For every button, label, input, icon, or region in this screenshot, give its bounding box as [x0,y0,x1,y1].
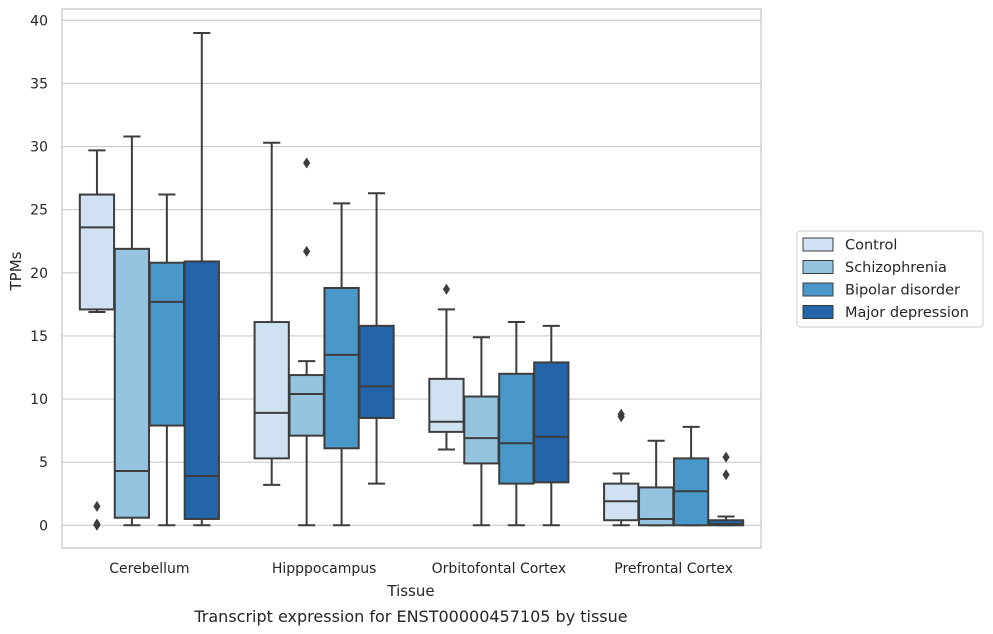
legend-swatch [802,237,834,252]
box-group [148,193,185,527]
box-group [183,31,220,527]
x-tick-labels: Cerebellum Hipppocampus Orbitofontal Corte… [109,561,733,577]
outlier-point [722,469,730,481]
x-tick-label: Orbitofontal Cortex [432,561,567,577]
box-group [358,192,395,485]
outlier-point [442,283,451,295]
legend-label: Schizophrenia [845,260,947,276]
x-tick-label: Hipppocampus [272,561,377,577]
box [323,286,360,450]
legend: Control Schizophrenia Bipolar disorder Majo… [796,230,984,328]
outlier-point [617,408,625,420]
box [428,377,465,433]
legend-label: Bipolar disorder [845,283,960,299]
box [113,247,151,519]
x-axis-title: Tissue [386,582,434,600]
y-tick-label: 35 [30,76,48,92]
y-axis-title: TPMs [7,251,25,291]
box-group [672,425,710,527]
y-tick-label: 10 [30,392,48,408]
box-group [533,324,570,527]
legend-swatch [802,305,834,319]
box-group [78,149,116,531]
box [463,395,500,465]
box-group [498,321,535,527]
box [707,519,745,527]
chart-caption: Transcript expression for ENST0000045710… [193,607,627,626]
box [533,361,570,484]
outlier-point [722,451,730,463]
x-tick-label: Prefrontal Cortex [614,561,733,577]
box-group [428,283,465,451]
y-tick-label: 0 [39,518,48,534]
y-tick-label: 25 [30,203,48,219]
box [183,260,220,520]
y-tick-label: 15 [30,329,48,345]
box [288,374,325,437]
box-group [707,451,745,527]
legend-frame [796,230,984,328]
box [78,193,116,311]
box [498,372,535,485]
box [253,321,290,460]
y-tick-label: 20 [30,266,48,282]
box [148,261,185,427]
y-tick-labels: 0 5 10 15 20 25 30 35 40 [30,13,48,534]
box-group [253,141,290,486]
legend-swatch [802,282,834,297]
outlier-point [303,157,311,169]
box [358,324,395,419]
outlier-point [303,245,311,257]
y-tick-label: 40 [30,13,48,29]
y-tick-label: 5 [39,455,48,471]
outlier-point [93,500,101,512]
legend-swatch [802,260,834,274]
x-tick-label: Cerebellum [109,561,189,577]
legend-label: Control [845,238,897,254]
box-group [288,157,325,527]
box-layer [78,31,745,531]
legend-label: Major depression [845,305,969,321]
outlier-point [93,519,101,531]
box-group [638,439,675,527]
y-tick-label: 30 [30,140,48,156]
plot-frame [61,8,762,549]
box-group [323,202,360,527]
